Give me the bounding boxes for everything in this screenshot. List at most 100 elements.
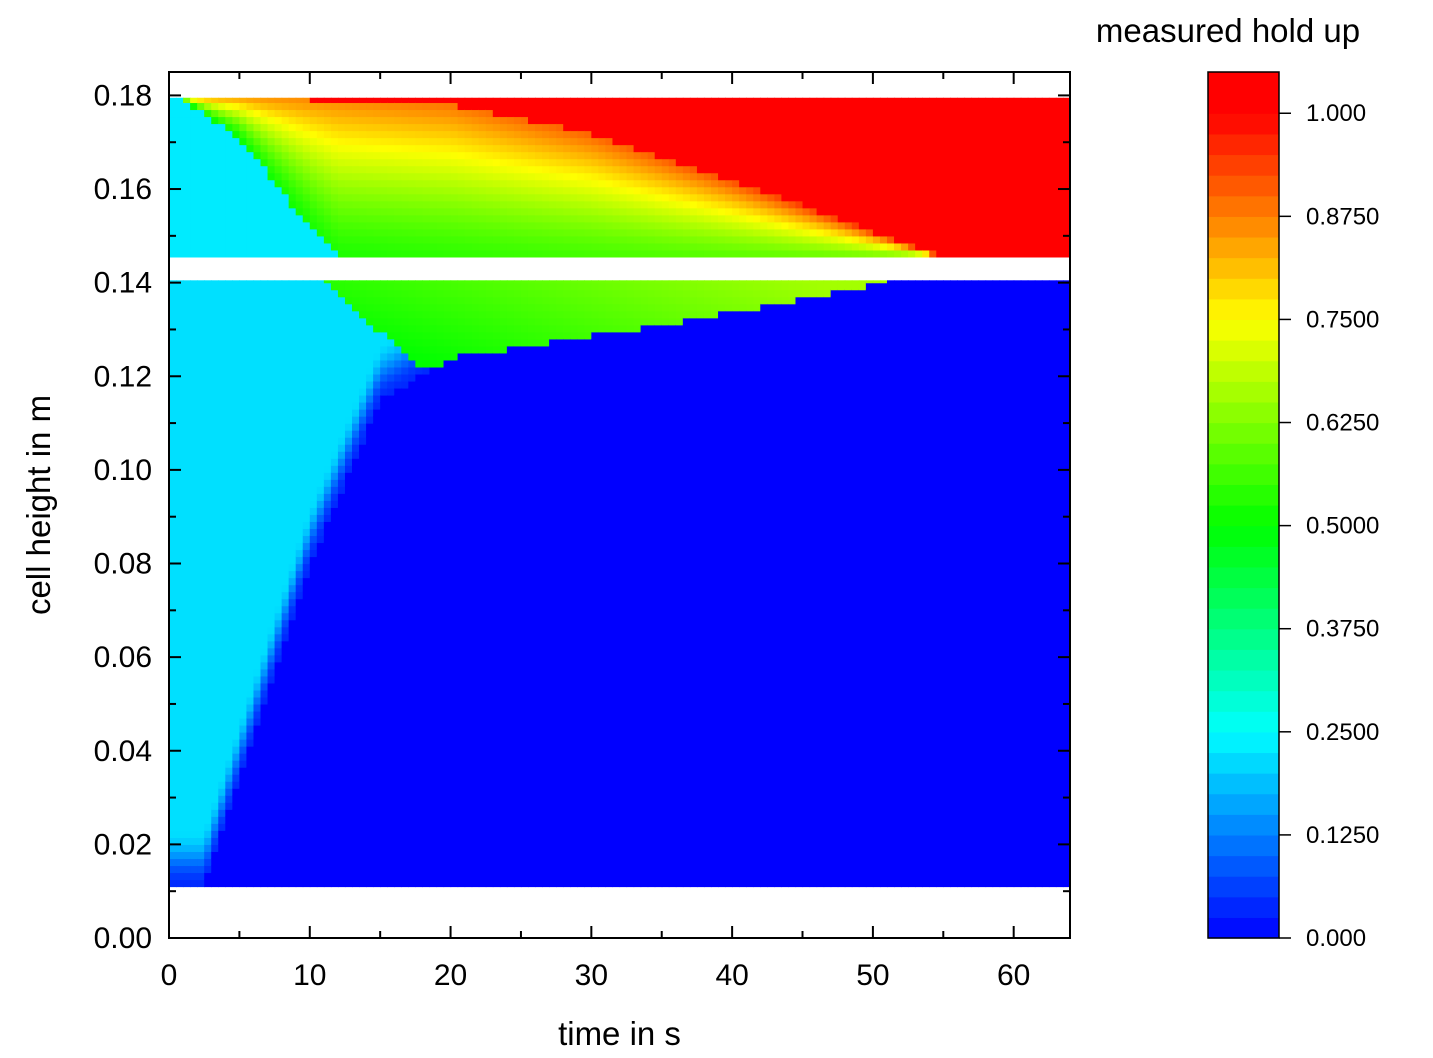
heatmap-cell <box>239 668 248 677</box>
heatmap-cell <box>499 837 508 845</box>
heatmap-cell <box>246 289 255 298</box>
heatmap-cell <box>549 486 557 494</box>
heatmap-cell <box>549 795 557 803</box>
heatmap-cell <box>401 317 409 326</box>
heatmap-cell <box>380 310 388 319</box>
heatmap-cell <box>330 324 339 333</box>
heatmap-cell <box>337 549 346 558</box>
heatmap-cell <box>260 689 269 698</box>
heatmap-cell <box>323 345 332 354</box>
heatmap-cell <box>408 500 416 508</box>
heatmap-cell <box>204 563 212 572</box>
heatmap-cell <box>295 816 304 824</box>
heatmap-cell <box>246 394 255 403</box>
heatmap-cell <box>176 514 184 522</box>
heatmap-cell <box>556 493 564 501</box>
heatmap-cell <box>267 739 276 747</box>
heatmap-cell <box>387 612 395 621</box>
heatmap-cell <box>422 612 431 621</box>
heatmap-cell <box>197 844 205 852</box>
heatmap-cell <box>570 661 578 670</box>
heatmap-cell <box>457 619 466 628</box>
heatmap-cell <box>401 310 409 319</box>
heatmap-cell <box>281 851 290 860</box>
heatmap-cell <box>366 675 374 684</box>
heatmap-cell <box>225 654 233 663</box>
heatmap-cell <box>520 493 529 501</box>
heatmap-cell <box>302 725 311 733</box>
heatmap-cell <box>204 514 212 522</box>
heatmap-cell <box>190 781 198 789</box>
heatmap-cell <box>246 837 255 845</box>
heatmap-cell <box>457 331 466 340</box>
heatmap-cell <box>316 591 325 600</box>
heatmap-cell <box>337 493 346 501</box>
heatmap-cell <box>373 296 381 305</box>
heatmap-cell <box>274 331 283 340</box>
heatmap-cell <box>436 528 445 537</box>
heatmap-cell <box>422 703 431 712</box>
heatmap-cell <box>197 809 205 817</box>
heatmap-cell <box>232 795 240 803</box>
heatmap-cell <box>443 303 452 312</box>
heatmap-cell <box>563 352 571 361</box>
heatmap-cell <box>492 409 501 417</box>
heatmap-cell <box>542 823 550 831</box>
heatmap-cell <box>535 458 543 466</box>
heatmap-cell <box>478 289 487 298</box>
heatmap-cell <box>366 535 374 544</box>
heatmap-cell <box>464 430 473 438</box>
heatmap-cell <box>274 570 283 579</box>
heatmap-cell <box>450 296 459 305</box>
heatmap-cell <box>337 542 346 551</box>
heatmap-cell <box>281 774 290 782</box>
heatmap-cell <box>436 809 445 817</box>
heatmap-cell <box>302 879 311 888</box>
heatmap-cell <box>485 612 494 621</box>
heatmap-cell <box>239 802 248 810</box>
heatmap-cell <box>520 324 529 333</box>
heatmap-cell <box>464 865 473 874</box>
heatmap-cell <box>422 486 431 494</box>
heatmap-cell <box>183 739 191 747</box>
heatmap-cell <box>232 710 240 719</box>
heatmap-cell <box>520 514 529 522</box>
heatmap-cell <box>380 788 388 796</box>
heatmap-cell <box>464 802 473 810</box>
heatmap-cell <box>485 521 494 529</box>
heatmap-cell <box>506 479 515 487</box>
heatmap-cell <box>190 823 198 831</box>
heatmap-cell <box>183 577 191 586</box>
heatmap-cell <box>295 486 304 494</box>
heatmap-cell <box>323 402 332 410</box>
heatmap-cell <box>359 352 367 361</box>
heatmap-cell <box>499 760 508 768</box>
heatmap-cell <box>295 514 304 522</box>
heatmap-cell <box>492 416 501 424</box>
heatmap-cell <box>457 500 466 508</box>
heatmap-cell <box>492 437 501 445</box>
heatmap-cell <box>478 851 487 860</box>
heatmap-cell <box>211 809 219 817</box>
heatmap-cell <box>225 781 233 789</box>
heatmap-cell <box>570 795 578 803</box>
heatmap-cell <box>225 577 233 586</box>
heatmap-cell <box>309 795 318 803</box>
heatmap-cell <box>422 338 431 347</box>
heatmap-cell <box>527 280 536 284</box>
heatmap-cell <box>415 605 424 614</box>
heatmap-cell <box>520 696 529 705</box>
heatmap-cell <box>506 717 515 726</box>
heatmap-cell <box>281 781 290 789</box>
heatmap-cell <box>246 352 255 361</box>
heatmap-cell <box>542 703 550 712</box>
heatmap-cell <box>337 310 346 319</box>
heatmap-cell <box>408 444 416 452</box>
heatmap-cell <box>415 352 424 361</box>
heatmap-cell <box>563 809 571 817</box>
heatmap-cell <box>563 788 571 796</box>
heatmap-cell <box>535 324 543 333</box>
heatmap-cell <box>225 289 233 298</box>
heatmap-cell <box>330 668 339 677</box>
heatmap-cell <box>429 865 438 874</box>
